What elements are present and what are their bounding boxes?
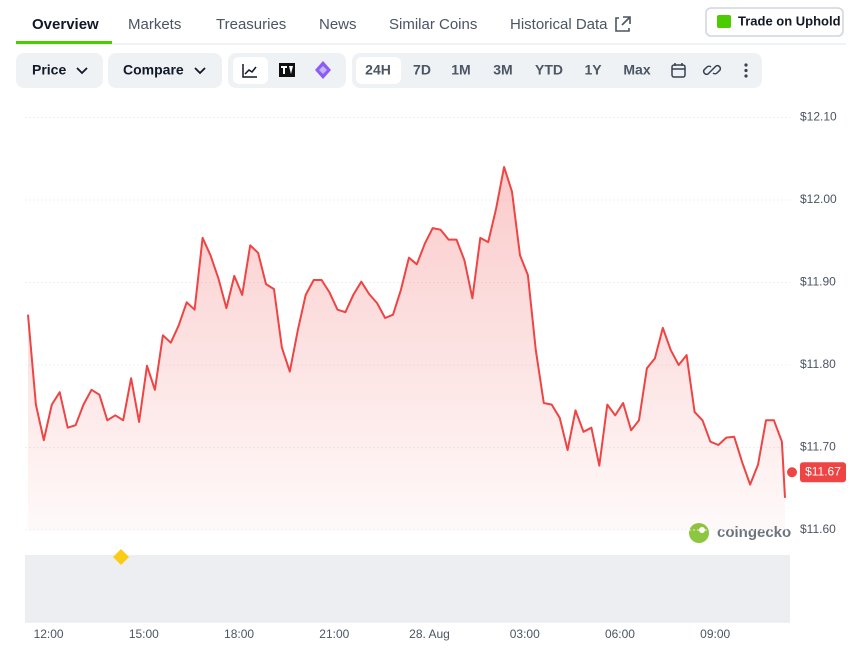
x-tick-label: 28. Aug [409, 627, 450, 641]
range-button[interactable]: YTD [535, 62, 563, 78]
last-price-tag [800, 462, 846, 483]
price-dropdown[interactable] [16, 53, 103, 88]
x-tick-label: 09:00 [700, 627, 730, 641]
trade-button-label[interactable]: Trade on Uphold [738, 13, 841, 28]
tab[interactable]: Historical Data [510, 16, 608, 33]
y-tick-label: $12.10 [800, 110, 837, 124]
tab[interactable]: Overview [32, 16, 99, 33]
dot [744, 68, 748, 73]
price-line [27, 166, 786, 498]
range-group [352, 53, 762, 88]
ai-icon [319, 66, 327, 74]
y-tick-label: $11.90 [800, 275, 836, 289]
range-button[interactable]: 3M [493, 62, 512, 78]
calendar-icon-detail [672, 63, 685, 70]
dot [744, 74, 748, 78]
active-range [356, 57, 401, 84]
compare-dropdown[interactable] [108, 53, 222, 88]
tradingview-button[interactable] [279, 63, 295, 77]
x-tick-label: 06:00 [605, 627, 635, 641]
last-price-dot [787, 467, 797, 478]
trade-button[interactable]: Trade on Uphold [705, 7, 844, 37]
tradingview-icon [281, 66, 293, 74]
trade-button-box[interactable] [705, 7, 844, 37]
uphold-icon [717, 15, 731, 28]
compare-dropdown-label[interactable]: Compare [123, 62, 184, 78]
range-button[interactable]: Max [623, 62, 650, 78]
event-marker[interactable] [113, 549, 129, 565]
x-tick-label: 03:00 [510, 627, 540, 641]
line-chart-icon [242, 64, 257, 78]
range-button[interactable]: 7D [413, 62, 431, 78]
y-tick-label: $12.00 [800, 192, 837, 206]
tab-bar: Overview Markets Treasuries News Similar Coi… [32, 16, 608, 33]
tab[interactable]: Similar Coins [389, 16, 477, 33]
calendar-icon[interactable] [671, 64, 686, 78]
toolbar-icons [671, 63, 722, 78]
range-button[interactable]: 24H [365, 62, 391, 78]
x-tick-label: 12:00 [34, 627, 64, 641]
last-price-label: $11.67 [805, 464, 841, 478]
y-tick-label: $11.70 [800, 440, 836, 454]
more-icon[interactable] [744, 63, 748, 78]
dot [744, 63, 748, 67]
x-tick-label: 15:00 [129, 627, 159, 641]
range-buttons: 24H 7D 1M 3M YTD 1Y Max [365, 62, 651, 78]
tab[interactable]: Markets [128, 16, 181, 33]
price-area [28, 167, 785, 530]
price-dropdown-label[interactable]: Price [32, 62, 66, 78]
tab[interactable]: News [319, 16, 357, 33]
price-chart: $11.60 $11.70 $11.80 $11.90 $12.00 $12.10 12:0… [25, 110, 846, 641]
external-link-icon [615, 16, 631, 32]
range-button[interactable]: 1M [451, 62, 470, 78]
link-icon[interactable] [702, 64, 722, 76]
x-tick-label: 21:00 [319, 627, 349, 641]
volume-backdrop [25, 555, 790, 622]
active-tab-underline [16, 41, 112, 44]
chevron [76, 67, 88, 75]
tab[interactable]: Treasuries [216, 16, 286, 33]
chevron [194, 67, 206, 75]
y-tick-label: $11.80 [800, 357, 836, 371]
y-tick-label: $11.60 [800, 522, 836, 536]
range-button[interactable]: 1Y [584, 62, 602, 78]
x-tick-label: 18:00 [224, 627, 254, 641]
